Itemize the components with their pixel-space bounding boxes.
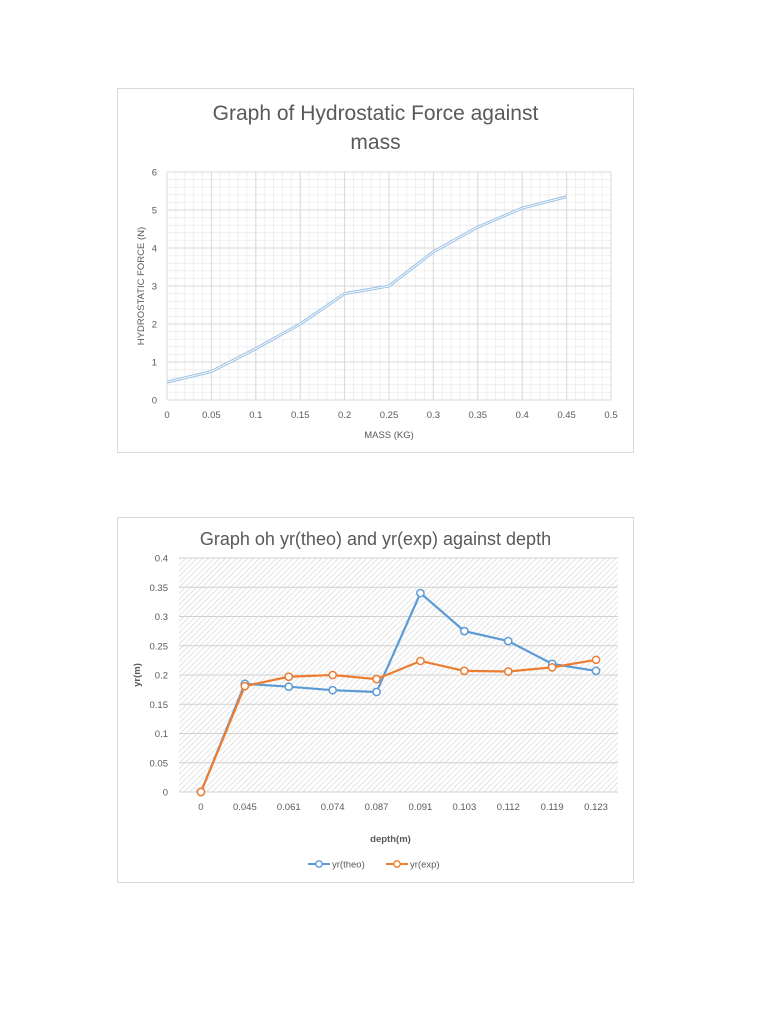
x-tick-label: 0.4	[516, 410, 529, 421]
data-point-marker	[372, 687, 381, 697]
chart-title-line-2: mass	[350, 131, 401, 154]
chart-title: Graph oh yr(theo) and yr(exp) against de…	[199, 529, 552, 549]
series-line	[199, 658, 597, 793]
y-tick-label: 3	[152, 282, 157, 293]
y-tick-label: 0.05	[150, 758, 169, 769]
data-point-marker	[196, 787, 206, 797]
y-tick-label: 0.35	[150, 583, 169, 594]
data-point-marker	[460, 626, 469, 636]
legend-marker-icon	[393, 860, 401, 868]
x-tick-label: 0.2	[338, 410, 351, 421]
data-point-marker	[416, 588, 425, 598]
data-point-marker	[328, 670, 337, 680]
plot-area: 0 0.05 0.1 0.15 0.2 0.25 0.3 0.35 0.4 0 0.045 0.061…	[132, 554, 618, 871]
legend-label: yr(exp)	[410, 860, 440, 871]
x-tick-label: 0.1	[249, 410, 262, 421]
x-tick-label: 0.112	[497, 802, 520, 813]
x-tick-label: 0.15	[291, 410, 310, 421]
data-point-marker	[460, 666, 469, 676]
data-point-marker	[591, 666, 601, 676]
x-axis-title: MASS (KG)	[364, 430, 414, 441]
x-tick-label: 0.045	[233, 802, 257, 813]
y-tick-label: 2	[152, 320, 157, 331]
legend-marker-icon	[315, 860, 323, 868]
x-tick-label: 0.3	[427, 410, 440, 421]
data-point-marker	[503, 667, 513, 676]
x-tick-label: 0.074	[321, 802, 345, 813]
data-point-marker	[547, 663, 557, 672]
legend-label: yr(theo)	[332, 860, 365, 871]
x-tick-label: 0.5	[604, 410, 617, 421]
x-tick-label: 0.123	[584, 802, 608, 813]
chart-title: Graph of Hydrostatic Force against mass	[118, 99, 633, 157]
data-point-marker	[240, 681, 250, 691]
hydrostatic-force-chart: Graph of Hydrostatic Force against mass …	[117, 88, 634, 453]
data-point-marker	[503, 636, 513, 646]
x-axis-title: depth(m)	[370, 834, 411, 845]
y-tick-label: 4	[152, 244, 157, 255]
x-tick-label: 0.119	[541, 802, 564, 813]
data-point-marker	[284, 672, 294, 682]
data-point-marker	[372, 674, 381, 684]
y-axis-title: HYDROSTATIC FORCE (N)	[136, 227, 147, 345]
y-tick-label: 5	[152, 206, 157, 217]
x-tick-label: 0.05	[202, 410, 221, 421]
chart-title-line-1: Graph of Hydrostatic Force against	[212, 102, 539, 125]
y-tick-label: 1	[152, 358, 157, 369]
y-axis-title: yr(m)	[132, 663, 143, 687]
yr-depth-chart: Graph oh yr(theo) and yr(exp) against de…	[117, 517, 634, 883]
data-point-marker	[328, 685, 337, 695]
plot-area: 0 0.05 0.1 0.15 0.2 0.25 0.3 0.35 0.4 0.45 0.5 0 1 2 3…	[136, 168, 618, 442]
y-tick-label: 0.15	[150, 700, 169, 711]
x-tick-label: 0.103	[452, 802, 476, 813]
x-tick-label: 0.45	[557, 410, 576, 421]
data-point-marker	[416, 656, 425, 666]
y-tick-label: 0.2	[155, 671, 168, 682]
x-tick-label: 0.061	[277, 802, 301, 813]
x-tick-label: 0.25	[380, 410, 399, 421]
y-tick-label: 0.1	[155, 729, 168, 740]
y-tick-label: 0.3	[155, 612, 168, 623]
y-tick-label: 0.4	[155, 554, 168, 565]
data-point-marker	[591, 655, 601, 665]
y-tick-label: 6	[152, 168, 157, 179]
series-line	[199, 591, 597, 793]
x-tick-label: 0.087	[365, 802, 389, 813]
y-tick-label: 0	[152, 396, 157, 407]
y-tick-label: 0.25	[150, 641, 169, 652]
x-tick-label: 0	[164, 410, 169, 421]
x-tick-label: 0.35	[469, 410, 488, 421]
x-tick-label: 0.091	[409, 802, 433, 813]
y-tick-label: 0	[163, 788, 168, 799]
series-line-inner	[166, 196, 567, 383]
x-tick-label: 0	[198, 802, 203, 813]
data-point-marker	[284, 682, 294, 692]
